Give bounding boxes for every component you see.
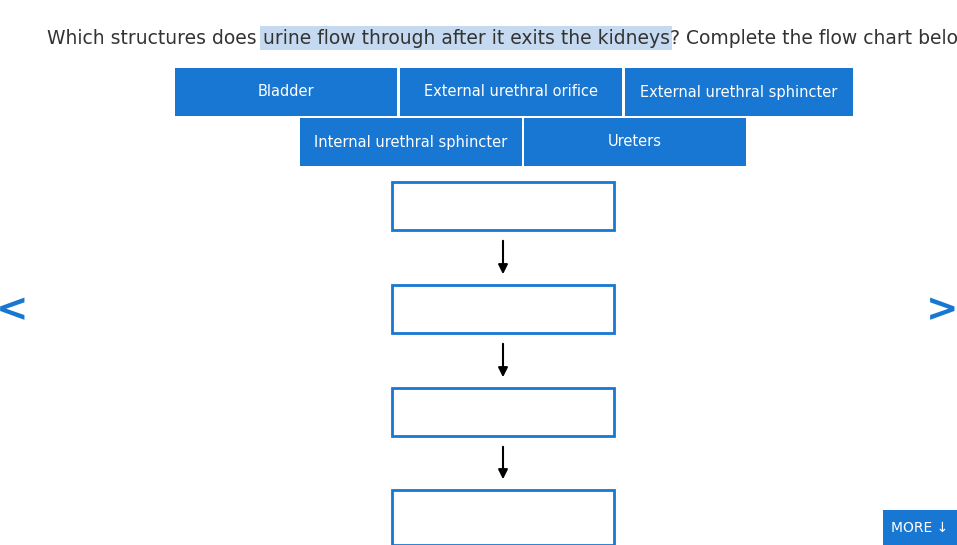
Bar bbox=[300, 118, 522, 166]
Text: <: < bbox=[0, 291, 29, 329]
Text: Which structures does: Which structures does bbox=[47, 28, 262, 47]
Text: External urethral orifice: External urethral orifice bbox=[424, 84, 598, 100]
Text: urine flow through after it exits the kidneys: urine flow through after it exits the ki… bbox=[262, 28, 670, 47]
Text: Ureters: Ureters bbox=[608, 135, 662, 149]
Text: Bladder: Bladder bbox=[257, 84, 314, 100]
Text: External urethral sphincter: External urethral sphincter bbox=[640, 84, 837, 100]
Bar bbox=[392, 285, 614, 333]
Text: ? Complete the flow chart below.: ? Complete the flow chart below. bbox=[670, 28, 957, 47]
Bar bbox=[392, 490, 614, 545]
Bar bbox=[625, 68, 853, 116]
Bar bbox=[400, 68, 622, 116]
Bar bbox=[392, 182, 614, 230]
Text: MORE ↓: MORE ↓ bbox=[891, 520, 948, 535]
Bar bbox=[392, 388, 614, 436]
Text: Internal urethral sphincter: Internal urethral sphincter bbox=[315, 135, 507, 149]
Text: >: > bbox=[925, 291, 957, 329]
Bar bbox=[883, 510, 957, 545]
Bar bbox=[175, 68, 397, 116]
Bar bbox=[524, 118, 746, 166]
